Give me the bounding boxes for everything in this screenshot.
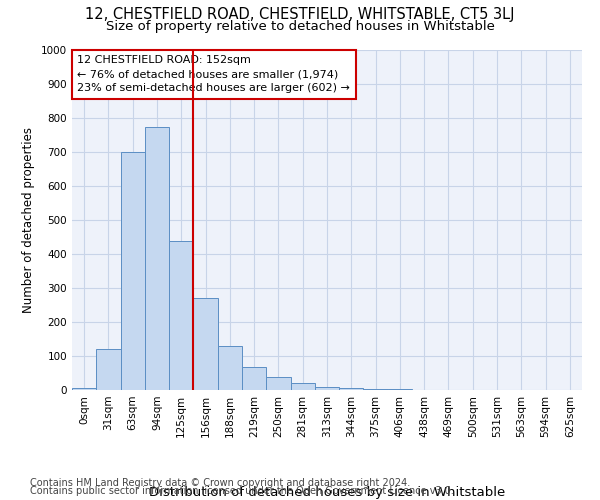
- Bar: [339, 388, 364, 390]
- Bar: [145, 126, 169, 390]
- Bar: [242, 367, 266, 390]
- Bar: [218, 346, 242, 390]
- Bar: [169, 241, 193, 390]
- Bar: [72, 388, 96, 390]
- Text: 12 CHESTFIELD ROAD: 152sqm
← 76% of detached houses are smaller (1,974)
23% of s: 12 CHESTFIELD ROAD: 152sqm ← 76% of deta…: [77, 55, 350, 93]
- Y-axis label: Number of detached properties: Number of detached properties: [22, 127, 35, 313]
- Text: Contains HM Land Registry data © Crown copyright and database right 2024.: Contains HM Land Registry data © Crown c…: [30, 478, 410, 488]
- Bar: [96, 348, 121, 390]
- Text: Size of property relative to detached houses in Whitstable: Size of property relative to detached ho…: [106, 20, 494, 33]
- Text: Contains public sector information licensed under the Open Government Licence v3: Contains public sector information licen…: [30, 486, 454, 496]
- Text: 12, CHESTFIELD ROAD, CHESTFIELD, WHITSTABLE, CT5 3LJ: 12, CHESTFIELD ROAD, CHESTFIELD, WHITSTA…: [85, 8, 515, 22]
- Bar: [121, 152, 145, 390]
- Bar: [290, 383, 315, 390]
- X-axis label: Distribution of detached houses by size in Whitstable: Distribution of detached houses by size …: [149, 486, 505, 498]
- Bar: [266, 377, 290, 390]
- Bar: [193, 298, 218, 390]
- Bar: [364, 389, 388, 390]
- Bar: [315, 386, 339, 390]
